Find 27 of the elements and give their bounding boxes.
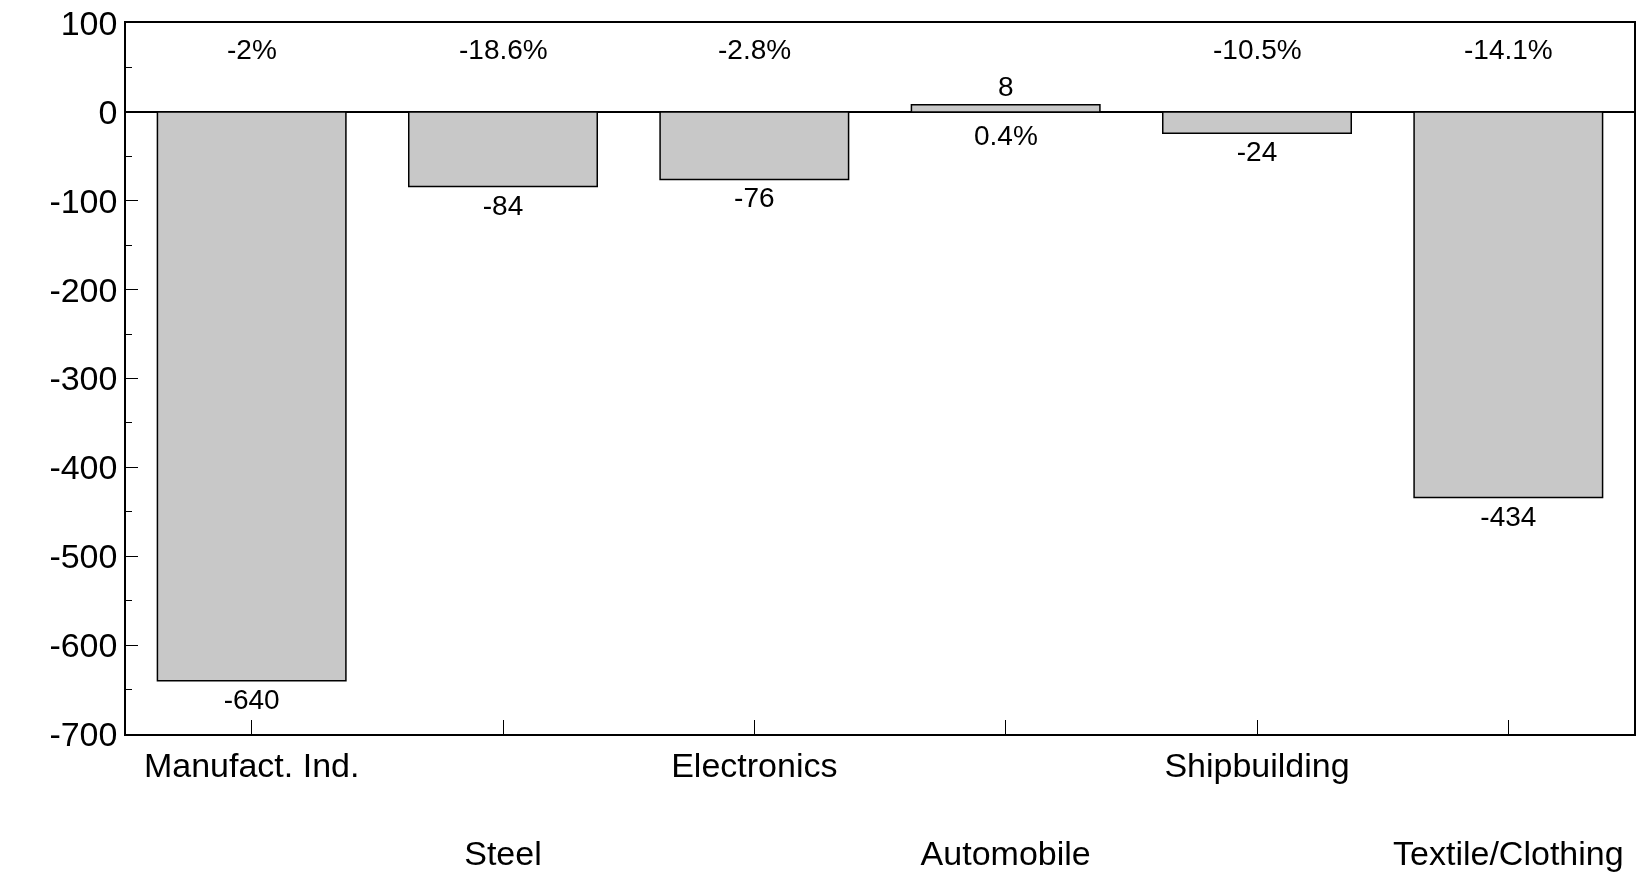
x-tick-label: Steel	[464, 833, 542, 872]
data-label: -434	[1480, 500, 1537, 532]
y-tick-label: 0	[98, 92, 118, 131]
annotation: -10.5%	[1213, 34, 1302, 65]
y-tick-label: -100	[49, 181, 118, 220]
y-tick-label: -500	[49, 537, 118, 576]
annotation: -14.1%	[1464, 34, 1553, 65]
x-tick-label: Electronics	[671, 745, 838, 784]
data-label: -640	[223, 683, 280, 715]
y-tick-label: -300	[49, 359, 118, 398]
annotation: -2.8%	[718, 34, 792, 65]
y-tick-label: -400	[49, 448, 118, 487]
data-label: -76	[734, 182, 775, 214]
data-label: 8	[997, 70, 1014, 102]
x-tick-label: Automobile	[920, 833, 1091, 872]
annotation: -2%	[227, 34, 277, 65]
data-label: -84	[482, 189, 524, 221]
annotation: 0.4%	[974, 120, 1038, 151]
x-tick-label: Manufact. Ind.	[143, 745, 360, 784]
x-tick-label: Shipbuilding	[1164, 745, 1350, 784]
y-tick-label: -700	[49, 714, 118, 753]
annotation: -18.6%	[459, 34, 548, 65]
y-tick-label: 100	[60, 3, 118, 42]
data-label: -24	[1236, 136, 1278, 168]
y-tick-label: -200	[49, 270, 118, 309]
y-tick-label: -600	[49, 626, 118, 665]
x-tick-label: Textile/Clothing	[1393, 833, 1624, 872]
